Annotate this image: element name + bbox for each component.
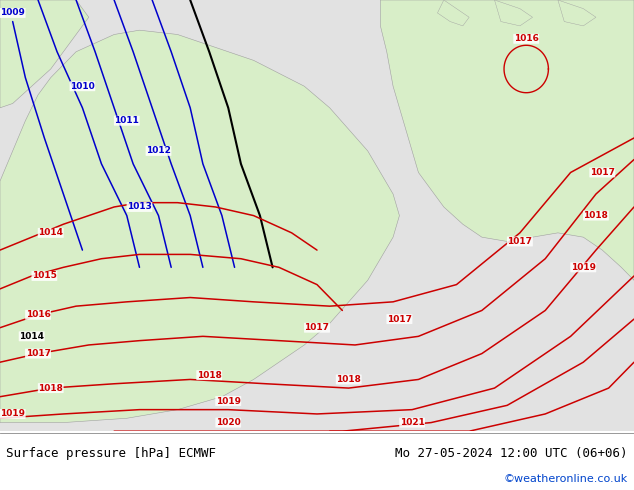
Text: 1019: 1019 [571, 263, 596, 272]
Polygon shape [380, 0, 634, 280]
Polygon shape [558, 0, 596, 26]
Text: 1017: 1017 [387, 315, 412, 323]
Text: ©weatheronline.co.uk: ©weatheronline.co.uk [503, 474, 628, 485]
Text: 1017: 1017 [304, 323, 330, 332]
Text: 1020: 1020 [216, 418, 241, 427]
Text: 1021: 1021 [399, 418, 425, 427]
Text: 1016: 1016 [25, 310, 51, 319]
Text: 1017: 1017 [25, 349, 51, 358]
Polygon shape [0, 0, 89, 108]
Polygon shape [0, 30, 399, 422]
Text: 1018: 1018 [197, 370, 222, 380]
Text: Mo 27-05-2024 12:00 UTC (06+06): Mo 27-05-2024 12:00 UTC (06+06) [395, 447, 628, 460]
Text: 1012: 1012 [146, 147, 171, 155]
Polygon shape [437, 0, 469, 26]
Text: 1013: 1013 [127, 202, 152, 212]
Text: 1009: 1009 [0, 8, 25, 18]
Text: 1011: 1011 [114, 116, 139, 125]
Text: 1014: 1014 [19, 332, 44, 341]
Text: 1018: 1018 [336, 375, 361, 384]
Text: 1017: 1017 [590, 168, 615, 177]
Text: Surface pressure [hPa] ECMWF: Surface pressure [hPa] ECMWF [6, 447, 216, 460]
Text: 1018: 1018 [38, 384, 63, 392]
Text: 1019: 1019 [216, 396, 241, 406]
Text: 1016: 1016 [514, 34, 539, 43]
Text: 1010: 1010 [70, 82, 95, 91]
Polygon shape [495, 0, 533, 26]
Text: 1014: 1014 [38, 228, 63, 237]
Text: 1017: 1017 [507, 237, 533, 246]
Text: 1019: 1019 [0, 410, 25, 418]
Text: 1015: 1015 [32, 271, 57, 280]
Text: 1018: 1018 [583, 211, 609, 220]
